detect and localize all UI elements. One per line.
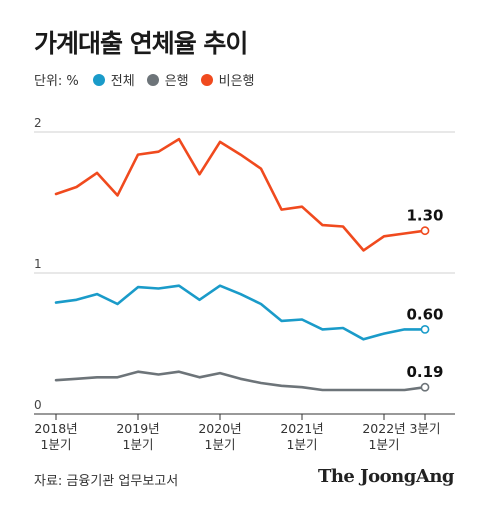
legend-label-bank: 은행 — [164, 74, 189, 89]
x-tick-label: 2018년 — [34, 421, 77, 436]
source-note: 자료: 금융기관 업무보고서 — [34, 474, 179, 489]
data-label-2: 0.19 — [406, 363, 443, 381]
y-tick-label: 0 — [34, 398, 42, 412]
legend: 단위: % 전체 은행 비은행 — [34, 70, 267, 89]
series-end-point-0 — [420, 226, 430, 236]
x-tick-label: 1분기 — [287, 437, 318, 452]
x-tick-label: 1분기 — [369, 437, 400, 452]
legend-dot-bank — [146, 73, 159, 86]
series-line-0 — [54, 137, 427, 252]
legend-item-bank: 은행 — [146, 70, 189, 89]
legend-unit: 단위: % — [34, 74, 79, 89]
x-tick-label: 2022년 — [362, 421, 405, 436]
data-label-0: 1.30 — [406, 207, 443, 225]
series-end-point-2 — [420, 382, 430, 392]
x-tick-label: 3분기 — [410, 421, 441, 436]
y-tick-label: 1 — [34, 257, 42, 271]
series-line-2 — [54, 370, 427, 392]
legend-label-nonbank: 비은행 — [218, 74, 255, 89]
x-tick-label: 1분기 — [205, 437, 236, 452]
data-label-1: 0.60 — [406, 305, 443, 323]
brand-logo: The JoongAng — [317, 466, 455, 487]
legend-item-nonbank: 비은행 — [200, 70, 255, 89]
legend-label-total: 전체 — [110, 74, 135, 89]
x-tick-label: 1분기 — [123, 437, 154, 452]
legend-item-total: 전체 — [92, 70, 135, 89]
legend-dot-total — [92, 73, 105, 86]
x-tick-label: 2019년 — [116, 421, 159, 436]
y-tick-label: 2 — [34, 116, 42, 130]
x-tick-label: 2020년 — [198, 421, 241, 436]
legend-dot-nonbank — [200, 73, 213, 86]
chart-title: 가계대출 연체율 추이 — [34, 29, 248, 58]
series-end-point-1 — [420, 324, 430, 334]
x-tick-label: 1분기 — [41, 437, 72, 452]
x-tick-label: 2021년 — [280, 421, 323, 436]
series-line-1 — [54, 284, 427, 341]
